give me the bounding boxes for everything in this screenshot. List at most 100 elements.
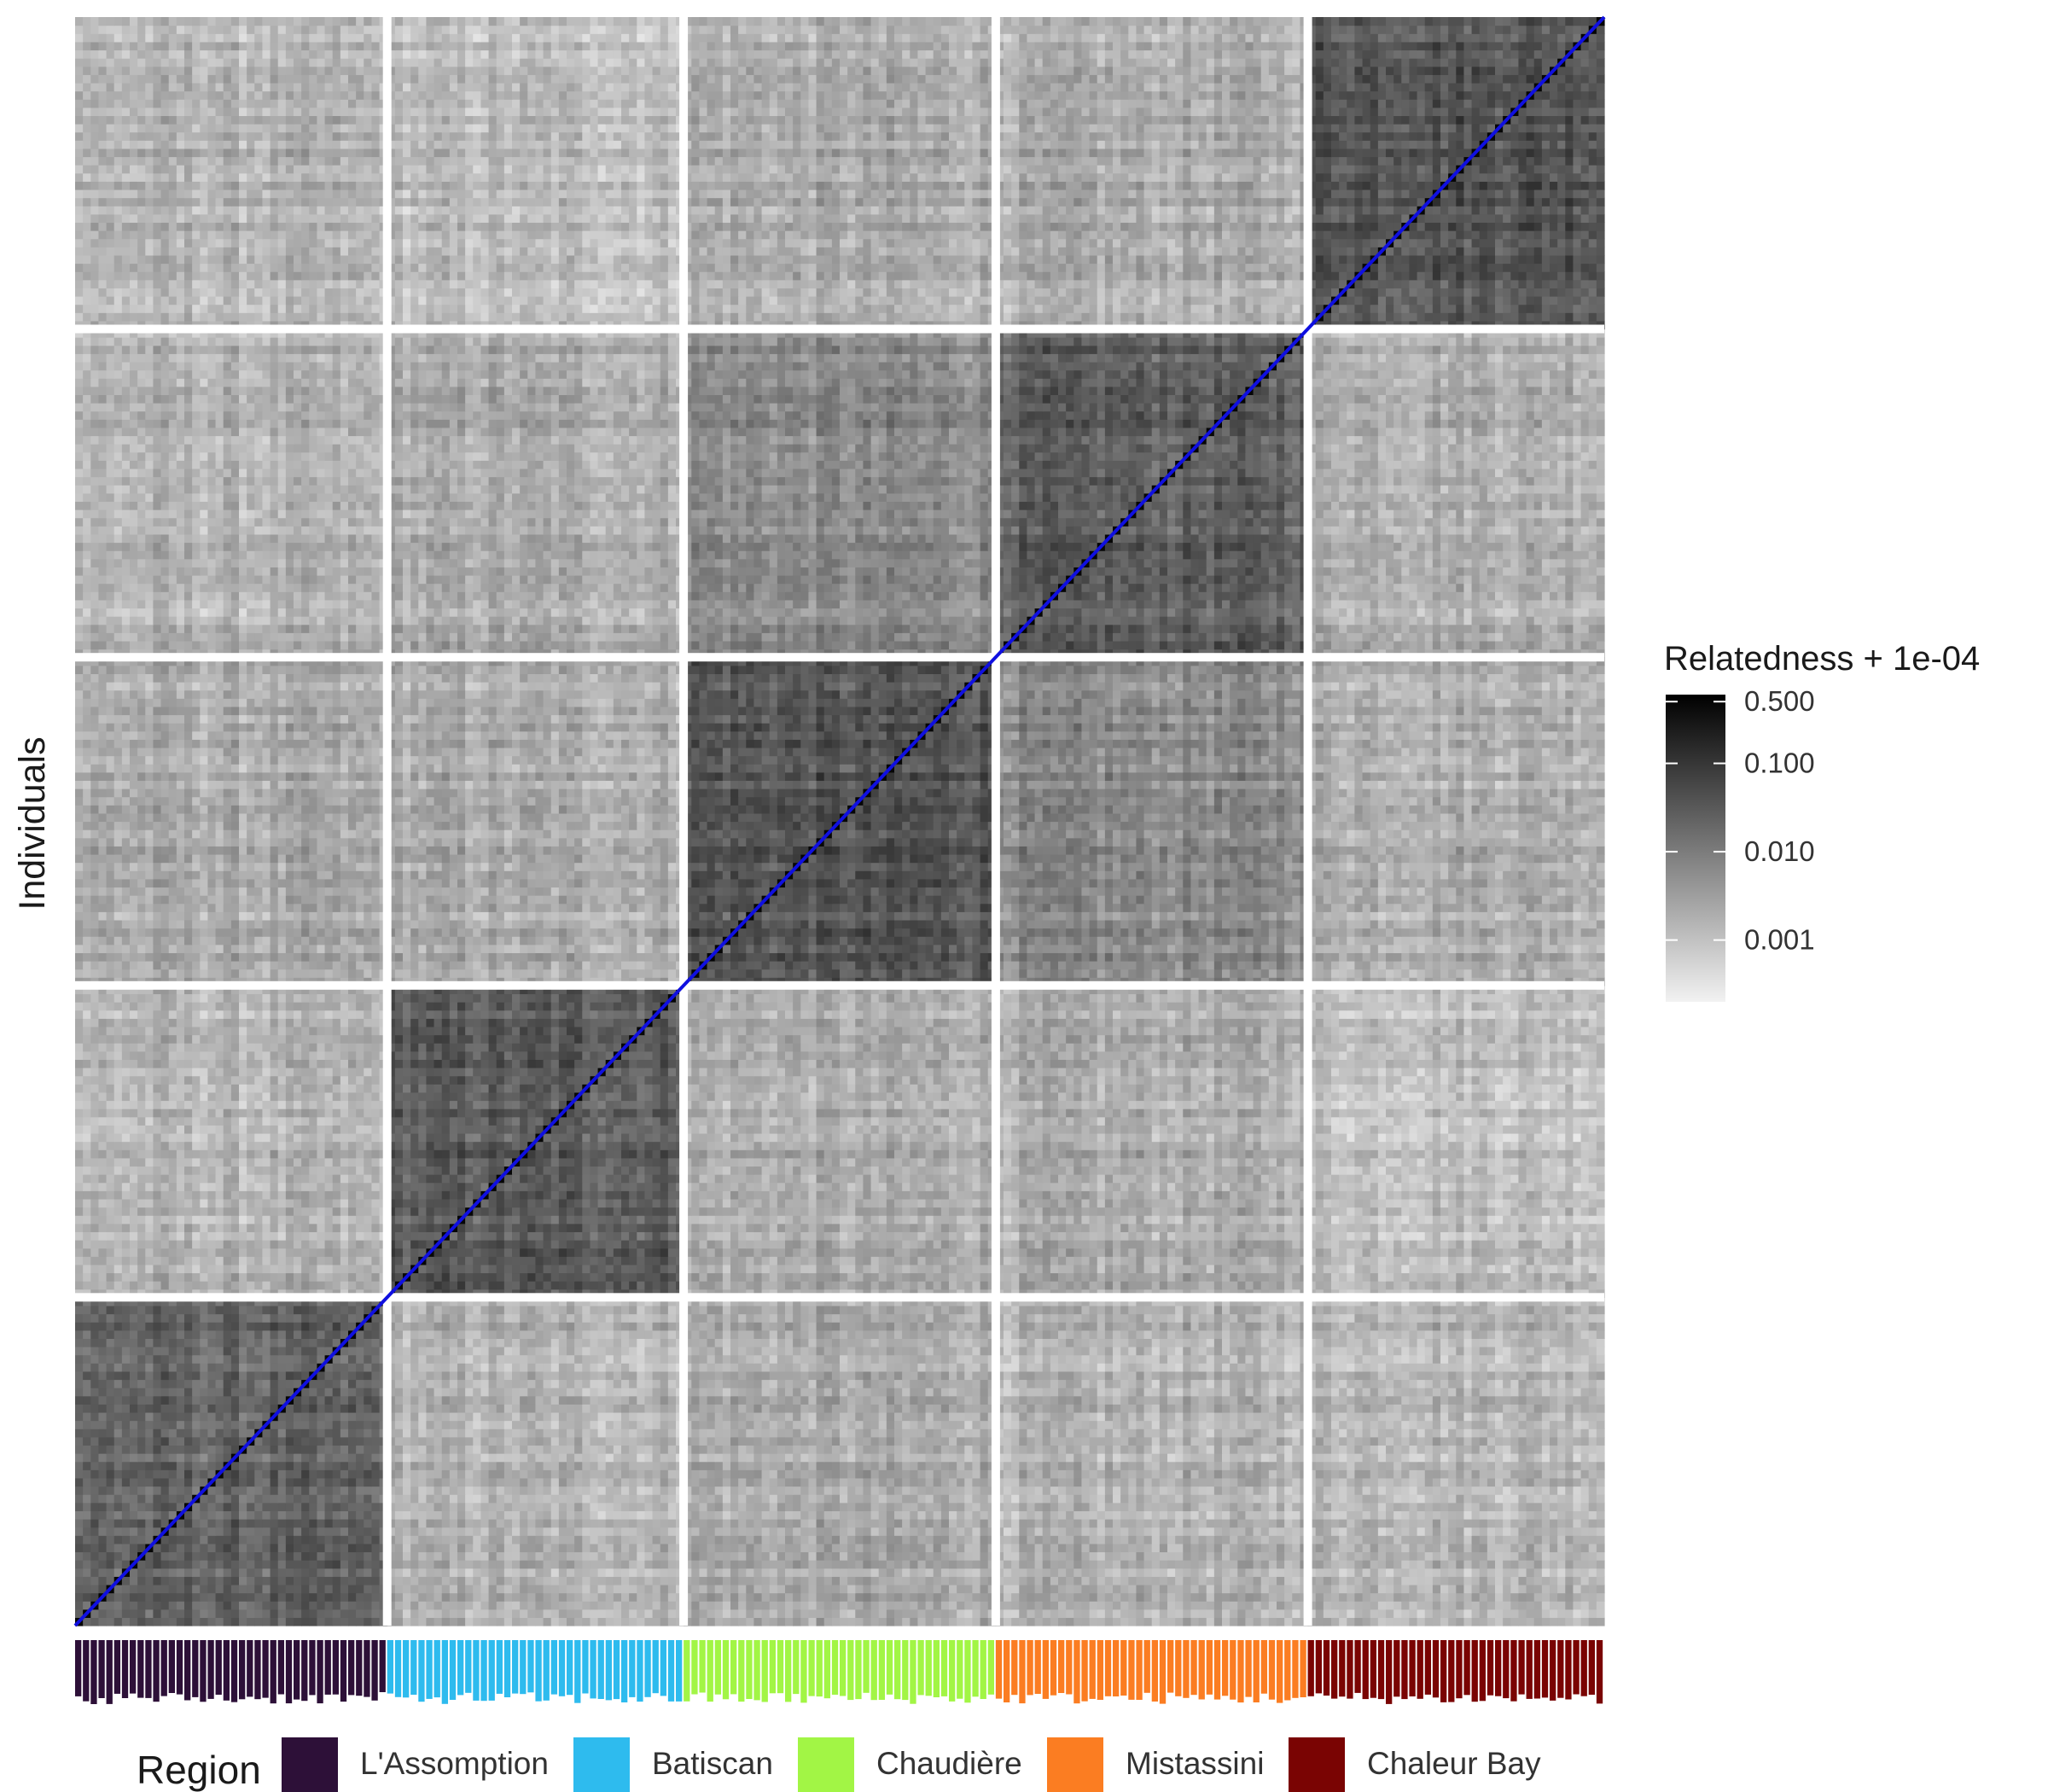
heatmap-cell xyxy=(606,1560,614,1568)
heatmap-cell xyxy=(910,1478,918,1487)
heatmap-cell xyxy=(1019,1527,1027,1536)
heatmap-cell xyxy=(1487,1527,1496,1536)
heatmap-cell xyxy=(1269,1421,1277,1429)
heatmap-cell xyxy=(239,1478,247,1487)
heatmap-cell xyxy=(153,1560,161,1568)
heatmap-cell xyxy=(762,1469,771,1478)
heatmap-cell xyxy=(239,1469,247,1478)
heatmap-cell xyxy=(371,1568,380,1577)
heatmap-cell xyxy=(840,1593,848,1602)
heatmap-cell xyxy=(535,1453,544,1462)
heatmap-cell xyxy=(582,1593,591,1602)
heatmap-cell xyxy=(192,1593,201,1602)
heatmap-cell xyxy=(122,1544,131,1552)
heatmap-cell xyxy=(1136,1428,1144,1437)
heatmap-cell xyxy=(762,1453,771,1462)
heatmap-cell xyxy=(247,1510,255,1519)
heatmap-cell xyxy=(879,1551,887,1560)
heatmap-cell xyxy=(1175,1601,1184,1609)
heatmap-cell xyxy=(98,1601,107,1609)
heatmap-cell xyxy=(637,1544,645,1552)
heatmap-cell xyxy=(832,1478,841,1487)
heatmap-cell xyxy=(1105,1437,1114,1446)
heatmap-cell xyxy=(1589,1551,1597,1560)
heatmap-cell xyxy=(177,1527,185,1536)
heatmap-cell xyxy=(1035,1576,1044,1585)
heatmap-cell xyxy=(855,1519,864,1527)
heatmap-cell xyxy=(544,1535,552,1544)
heatmap-cell xyxy=(1510,1544,1519,1552)
heatmap-cell xyxy=(1207,1617,1215,1626)
heatmap-cell xyxy=(465,1421,474,1429)
heatmap-cell xyxy=(980,1560,989,1568)
heatmap-cell xyxy=(738,1462,747,1470)
heatmap-cell xyxy=(1565,1568,1574,1577)
heatmap-cell xyxy=(294,1421,302,1429)
heatmap-cell xyxy=(340,1445,349,1453)
heatmap-cell xyxy=(1386,1469,1394,1478)
heatmap-cell xyxy=(1565,1510,1574,1519)
heatmap-cell xyxy=(333,1503,341,1511)
heatmap-cell xyxy=(551,1503,560,1511)
heatmap-cell xyxy=(410,1469,419,1478)
heatmap-cell xyxy=(207,1560,216,1568)
heatmap-cell xyxy=(145,1568,154,1577)
heatmap-cell xyxy=(192,1462,201,1470)
heatmap-cell xyxy=(621,1551,630,1560)
heatmap-cell xyxy=(1527,1568,1535,1577)
heatmap-cell xyxy=(855,1527,864,1536)
heatmap-cell xyxy=(1019,1478,1027,1487)
heatmap-cell xyxy=(1066,1544,1074,1552)
heatmap-cell xyxy=(137,1487,146,1495)
heatmap-cell xyxy=(247,1601,255,1609)
heatmap-cell xyxy=(840,1535,848,1544)
heatmap-cell xyxy=(520,1593,528,1602)
heatmap-cell xyxy=(894,1428,903,1437)
heatmap-cell xyxy=(426,1478,434,1487)
heatmap-cell xyxy=(207,1544,216,1552)
heatmap-cell xyxy=(1347,1437,1355,1446)
heatmap-cell xyxy=(887,1560,895,1568)
heatmap-cell xyxy=(434,1437,443,1446)
heatmap-cell xyxy=(114,1601,123,1609)
heatmap-cell xyxy=(840,1527,848,1536)
heatmap-cell xyxy=(1128,1551,1137,1560)
heatmap-cell xyxy=(1222,1593,1231,1602)
heatmap-cell xyxy=(1214,1551,1223,1560)
heatmap-cell xyxy=(574,1487,583,1495)
heatmap-cell xyxy=(457,1428,466,1437)
heatmap-cell xyxy=(644,1437,653,1446)
heatmap-cell xyxy=(551,1487,560,1495)
heatmap-cell xyxy=(403,1412,411,1421)
heatmap-cell xyxy=(90,1453,99,1462)
heatmap-cell xyxy=(480,1478,489,1487)
heatmap-cell xyxy=(730,1494,739,1503)
heatmap-cell xyxy=(450,1437,458,1446)
heatmap-cell xyxy=(544,1593,552,1602)
heatmap-cell xyxy=(1004,1453,1012,1462)
heatmap-cell xyxy=(497,1445,505,1453)
heatmap-cell xyxy=(1269,1494,1277,1503)
heatmap-cell xyxy=(894,1617,903,1626)
heatmap-cell xyxy=(364,1453,372,1462)
heatmap-cell xyxy=(840,1437,848,1446)
heatmap-cell xyxy=(1261,1544,1270,1552)
heatmap-cell xyxy=(294,1576,302,1585)
heatmap-cell xyxy=(926,1560,934,1568)
heatmap-cell xyxy=(1393,1544,1402,1552)
heatmap-cell xyxy=(465,1560,474,1568)
heatmap-cell xyxy=(340,1453,349,1462)
heatmap-cell xyxy=(902,1487,911,1495)
heatmap-cell xyxy=(793,1469,801,1478)
heatmap-cell xyxy=(1167,1617,1176,1626)
heatmap-cell xyxy=(426,1535,434,1544)
heatmap-cell xyxy=(1050,1494,1059,1503)
heatmap-cell xyxy=(800,1585,809,1593)
heatmap-cell xyxy=(434,1503,443,1511)
heatmap-cell xyxy=(231,1462,240,1470)
heatmap-cell xyxy=(1363,1576,1371,1585)
heatmap-cell xyxy=(817,1412,825,1421)
heatmap-cell xyxy=(153,1421,161,1429)
heatmap-cell xyxy=(137,1568,146,1577)
